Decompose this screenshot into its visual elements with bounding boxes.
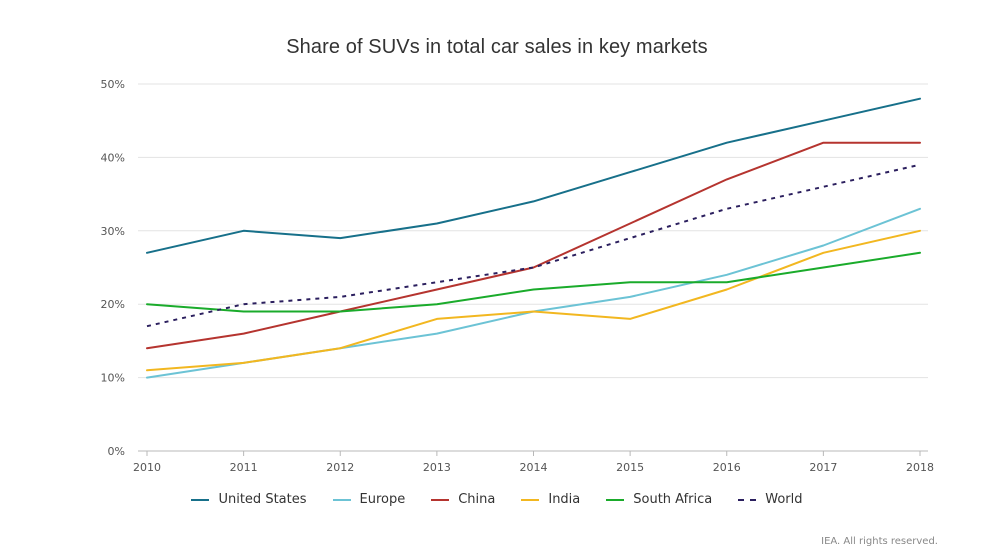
legend-item-south-africa[interactable]: South Africa [606, 492, 712, 507]
x-tick-label: 2013 [423, 461, 451, 474]
legend-swatch [738, 498, 757, 501]
x-tick-label: 2014 [520, 461, 548, 474]
series-line-india [146, 229, 921, 372]
legend-swatch [431, 498, 450, 501]
legend-item-china[interactable]: China [431, 492, 495, 507]
legend: United States Europe China India South Afric… [0, 492, 994, 507]
x-tick-label: 2015 [616, 461, 644, 474]
legend-label: Europe [359, 492, 406, 507]
legend-item-united-states[interactable]: United States [191, 492, 307, 507]
y-tick-label: 0% [108, 445, 125, 458]
legend-label: China [458, 492, 496, 507]
x-tick-label: 2018 [906, 461, 934, 474]
gridlines [138, 83, 928, 379]
series-line-world [146, 163, 921, 328]
y-tick-label: 40% [101, 151, 125, 164]
legend-item-europe[interactable]: Europe [332, 492, 406, 507]
series-line-china [146, 141, 921, 350]
x-tick-label: 2016 [713, 461, 741, 474]
legend-swatch [521, 498, 540, 501]
legend-swatch [332, 498, 351, 501]
series-lines [146, 97, 921, 379]
chart-title: Share of SUVs in total car sales in key … [286, 36, 708, 58]
x-tick-label: 2017 [809, 461, 837, 474]
x-tick-label: 2012 [326, 461, 354, 474]
legend-swatch [606, 498, 625, 501]
credit-text: IEA. All rights reserved. [821, 536, 938, 547]
legend-label: India [548, 492, 581, 507]
legend-item-world[interactable]: World [738, 492, 803, 507]
y-tick-label: 30% [101, 225, 125, 238]
legend-label: South Africa [633, 492, 713, 507]
y-tick-label: 20% [101, 298, 125, 311]
series-line-south-africa [146, 251, 921, 313]
y-tick-label: 10% [101, 372, 125, 385]
x-tick-label: 2011 [230, 461, 258, 474]
series-line-europe [146, 207, 921, 379]
x-tick-label: 2010 [133, 461, 161, 474]
legend-item-india[interactable]: India [521, 492, 580, 507]
legend-swatch [191, 498, 210, 501]
legend-label: United States [218, 492, 307, 507]
y-tick-label: 50% [101, 78, 125, 91]
series-line-united-states [146, 97, 921, 254]
legend-label: World [765, 492, 803, 507]
axes: 0% 10% 20% 30% 40% 50% 2010 2011 2012 2013 2014 201… [101, 78, 934, 474]
